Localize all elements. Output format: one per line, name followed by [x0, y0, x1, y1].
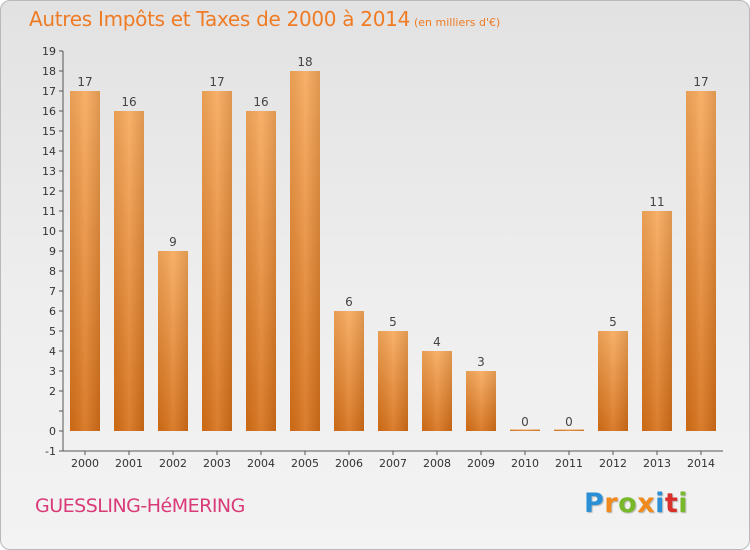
proxiti-logo: Proxiti: [584, 488, 688, 519]
y-tick-label: -1: [45, 445, 56, 458]
x-tick-label: 2006: [335, 457, 363, 470]
chart-title-main: Autres Impôts et Taxes de 2000 à 2014: [29, 7, 410, 31]
data-label: 0: [565, 415, 573, 429]
bar-shade: [114, 111, 144, 431]
bar-shade: [70, 91, 100, 431]
y-tick-label: 2: [49, 385, 56, 398]
y-tick-label: 6: [49, 305, 56, 318]
x-tick-label: 2005: [291, 457, 319, 470]
chart-data-labels: 17 16 9 17 16 18 6 5 4 3 0 0 5 11 17: [77, 55, 708, 429]
bar-shade: [378, 331, 408, 431]
data-label: 16: [121, 95, 136, 109]
y-tick-label: 5: [49, 325, 56, 338]
y-tick-label: 11: [42, 205, 56, 218]
data-label: 11: [649, 195, 664, 209]
y-tick-label: 13: [42, 165, 56, 178]
x-tick-label: 2009: [467, 457, 495, 470]
data-label: 18: [297, 55, 312, 69]
chart-title: Autres Impôts et Taxes de 2000 à 2014 (en…: [29, 7, 500, 31]
bar-shade: [202, 91, 232, 431]
data-label: 5: [609, 315, 617, 329]
bar-shade: [466, 371, 496, 431]
y-tick-label: 16: [42, 105, 56, 118]
data-label: 6: [345, 295, 353, 309]
bar-shade: [598, 331, 628, 431]
x-tick-label: 2001: [115, 457, 143, 470]
chart-bars: [70, 71, 716, 431]
data-label: 3: [477, 355, 485, 369]
logo-letter: P: [584, 488, 605, 519]
logo-letter: o: [618, 488, 638, 519]
y-tick-label: 4: [49, 345, 56, 358]
logo-letter: i: [655, 488, 665, 519]
y-tick-label: 12: [42, 185, 56, 198]
y-tick-label: 8: [49, 265, 56, 278]
commune-name: GUESSLING-HéMERING: [35, 495, 245, 517]
data-label: 4: [433, 335, 441, 349]
data-label: 5: [389, 315, 397, 329]
bar-shade: [422, 351, 452, 431]
logo-letter: r: [604, 488, 619, 519]
x-tick-label: 2008: [423, 457, 451, 470]
x-tick-label: 2007: [379, 457, 407, 470]
x-tick-label: 2014: [687, 457, 715, 470]
x-tick-label: 2010: [511, 457, 539, 470]
x-tick-label: 2013: [643, 457, 671, 470]
bar-shade: [158, 251, 188, 431]
y-tick-label: 14: [42, 145, 56, 158]
bar-shade: [246, 111, 276, 431]
chart-title-unit: (en milliers d'€): [414, 16, 501, 29]
y-tick-label: 3: [49, 365, 56, 378]
data-label: 17: [693, 75, 708, 89]
bar-shade: [290, 71, 320, 431]
x-tick-label: 2004: [247, 457, 275, 470]
y-tick-label: 9: [49, 245, 56, 258]
x-tick-label: 2002: [159, 457, 187, 470]
logo-letter: i: [678, 488, 689, 519]
y-tick-label: 18: [42, 65, 56, 78]
data-label: 17: [77, 75, 92, 89]
data-label: 9: [169, 235, 177, 249]
data-label: 16: [253, 95, 268, 109]
y-tick-label: 17: [42, 85, 56, 98]
data-label: 17: [209, 75, 224, 89]
chart-axes: -1 0 2 3 4 5 6 7 8 9 10 11 12 13 14 15 16 17 18 19 2000 2001 2…: [42, 45, 723, 470]
bar-shade: [642, 211, 672, 431]
x-tick-label: 2011: [555, 457, 583, 470]
data-label: 0: [521, 415, 529, 429]
x-tick-label: 2003: [203, 457, 231, 470]
y-tick-label: 7: [49, 285, 56, 298]
logo-letter: t: [664, 488, 679, 519]
x-tick-label: 2000: [71, 457, 99, 470]
x-tick-label: 2012: [599, 457, 627, 470]
logo-letter: x: [637, 488, 656, 519]
bar-shade: [686, 91, 716, 431]
y-tick-label: 0: [49, 425, 56, 438]
y-tick-label: 15: [42, 125, 56, 138]
y-tick-label: 19: [42, 45, 56, 58]
bar-shade: [334, 311, 364, 431]
y-tick-label: 10: [42, 225, 56, 238]
bar-shade: [510, 429, 540, 431]
bar-shade: [554, 429, 584, 431]
